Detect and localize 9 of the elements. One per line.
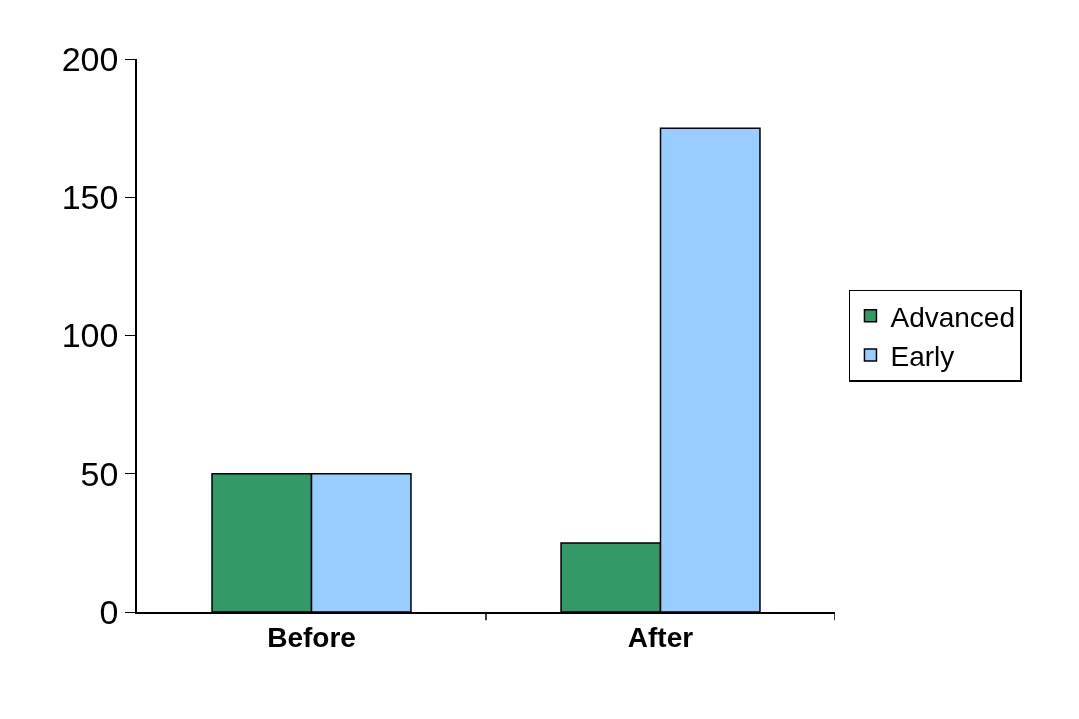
legend-label: Early (890, 341, 955, 373)
y-tick-label: 200 (61, 39, 119, 78)
legend-label: Advanced (890, 301, 1016, 333)
x-tick-label: After (627, 622, 694, 654)
x-tick-label: Before (267, 622, 356, 654)
y-tick-label: 100 (61, 316, 119, 355)
y-tick-label: 150 (61, 178, 119, 217)
y-tick-label: 50 (80, 454, 119, 493)
y-tick-label: 0 (99, 592, 119, 631)
